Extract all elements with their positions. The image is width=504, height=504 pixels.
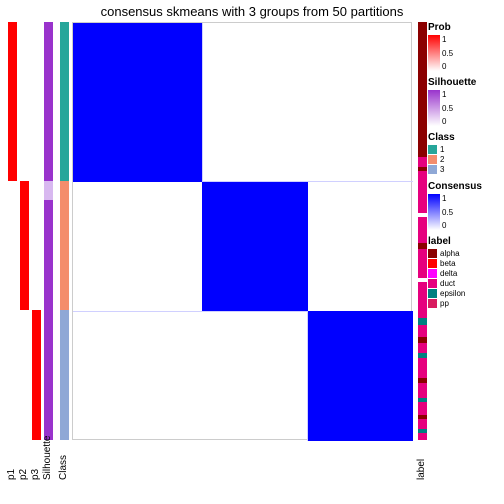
legends-panel: Prob 10.50 Silhouette 10.50 Class 123 Co… bbox=[428, 22, 500, 309]
legend-Class: Class 123 bbox=[428, 132, 500, 175]
xlabel-label: label bbox=[416, 459, 427, 480]
xlabel-p2: p2 bbox=[18, 469, 29, 480]
annot-col-Class bbox=[60, 22, 69, 440]
legend-Silhouette: Silhouette 10.50 bbox=[428, 77, 500, 126]
legend-Prob: Prob 10.50 bbox=[428, 22, 500, 71]
consensus-heatmap bbox=[72, 22, 412, 440]
annot-col-p1 bbox=[8, 22, 17, 440]
annotation-columns bbox=[8, 22, 72, 440]
legend-label: label alphabetadeltaductepsilonpp bbox=[428, 236, 500, 309]
legend-Consensus: Consensus 10.50 bbox=[428, 181, 500, 230]
label-annotation-column bbox=[418, 22, 427, 440]
page-title: consensus skmeans with 3 groups from 50 … bbox=[0, 4, 504, 19]
xlabel-Silhouette: Silhouette bbox=[42, 436, 53, 480]
xlabel-p1: p1 bbox=[6, 469, 17, 480]
plot-area: p1p2p3Silhouette Class label bbox=[8, 22, 496, 480]
annot-col-Silhouette bbox=[44, 22, 53, 440]
annot-col-p2 bbox=[20, 22, 29, 440]
x-axis-labels: p1p2p3SilhouetteClasslabel bbox=[8, 442, 427, 480]
annot-col-p3 bbox=[32, 22, 41, 440]
xlabel-p3: p3 bbox=[30, 469, 41, 480]
xlabel-Class: Class bbox=[58, 455, 69, 480]
